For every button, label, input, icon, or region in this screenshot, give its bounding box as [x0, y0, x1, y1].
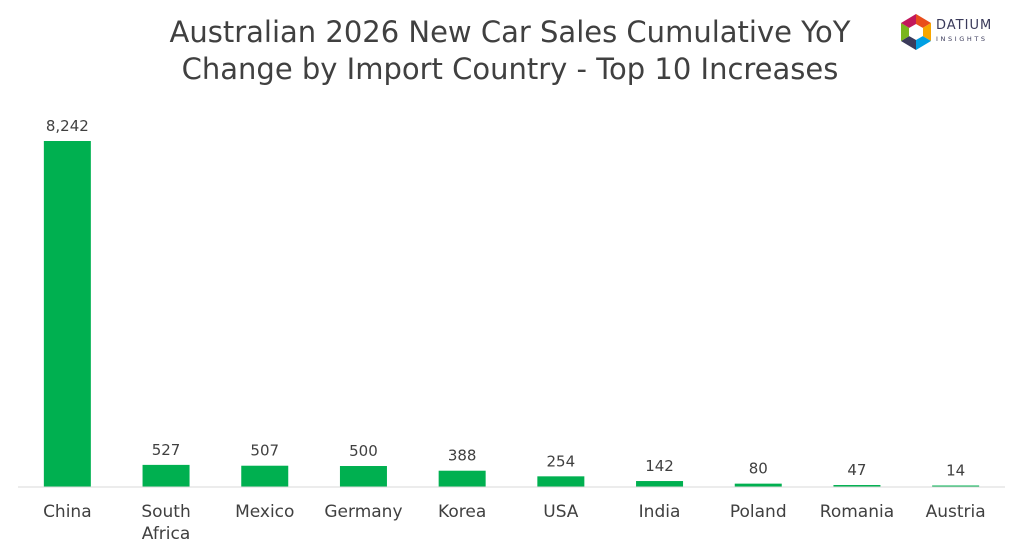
- bar-poland: [734, 483, 782, 487]
- x-tick-label-romania: Romania: [820, 502, 894, 522]
- x-tick-label-korea: Korea: [438, 502, 486, 522]
- x-tick-label-mexico: Mexico: [235, 502, 294, 522]
- data-label-germany: 500: [349, 442, 378, 460]
- bar-india: [636, 481, 684, 487]
- datium-logo-icon: [901, 14, 931, 50]
- chart-title: Australian 2026 New Car Sales Cumulative…: [110, 14, 910, 88]
- data-label-south-africa: 527: [152, 441, 181, 459]
- data-label-india: 142: [645, 457, 674, 475]
- data-label-austria: 14: [946, 462, 965, 480]
- bar-austria: [932, 485, 980, 487]
- x-tick-label-usa: USA: [543, 502, 579, 522]
- x-tick-label-south-africa: South Africa: [141, 502, 190, 544]
- bar-romania: [833, 485, 881, 487]
- data-label-korea: 388: [448, 447, 477, 465]
- logo-wordmark: DATIUM: [936, 18, 993, 33]
- x-tick-label-poland: Poland: [730, 502, 787, 522]
- data-label-romania: 47: [847, 461, 866, 479]
- x-tick-label-germany: Germany: [324, 502, 402, 522]
- bar-south-africa: [142, 464, 190, 487]
- data-label-poland: 80: [749, 460, 768, 478]
- bar-china: [43, 141, 91, 487]
- chart-title-line-1: Australian 2026 New Car Sales Cumulative…: [169, 15, 851, 49]
- x-tick-label-austria: Austria: [926, 502, 986, 522]
- bar-mexico: [241, 465, 289, 487]
- bar-usa: [537, 476, 585, 487]
- data-label-mexico: 507: [250, 442, 279, 460]
- logo-subtitle: INSIGHTS: [936, 35, 988, 43]
- bar-germany: [339, 466, 387, 487]
- bar-korea: [438, 470, 486, 487]
- x-tick-label-india: India: [639, 502, 681, 522]
- chart-title-line-2: Change by Import Country - Top 10 Increa…: [181, 52, 839, 86]
- data-label-china: 8,242: [46, 117, 89, 135]
- x-tick-label-china: China: [43, 502, 92, 522]
- datium-logo: DATIUM INSIGHTS: [898, 12, 1008, 52]
- data-label-usa: 254: [547, 452, 576, 470]
